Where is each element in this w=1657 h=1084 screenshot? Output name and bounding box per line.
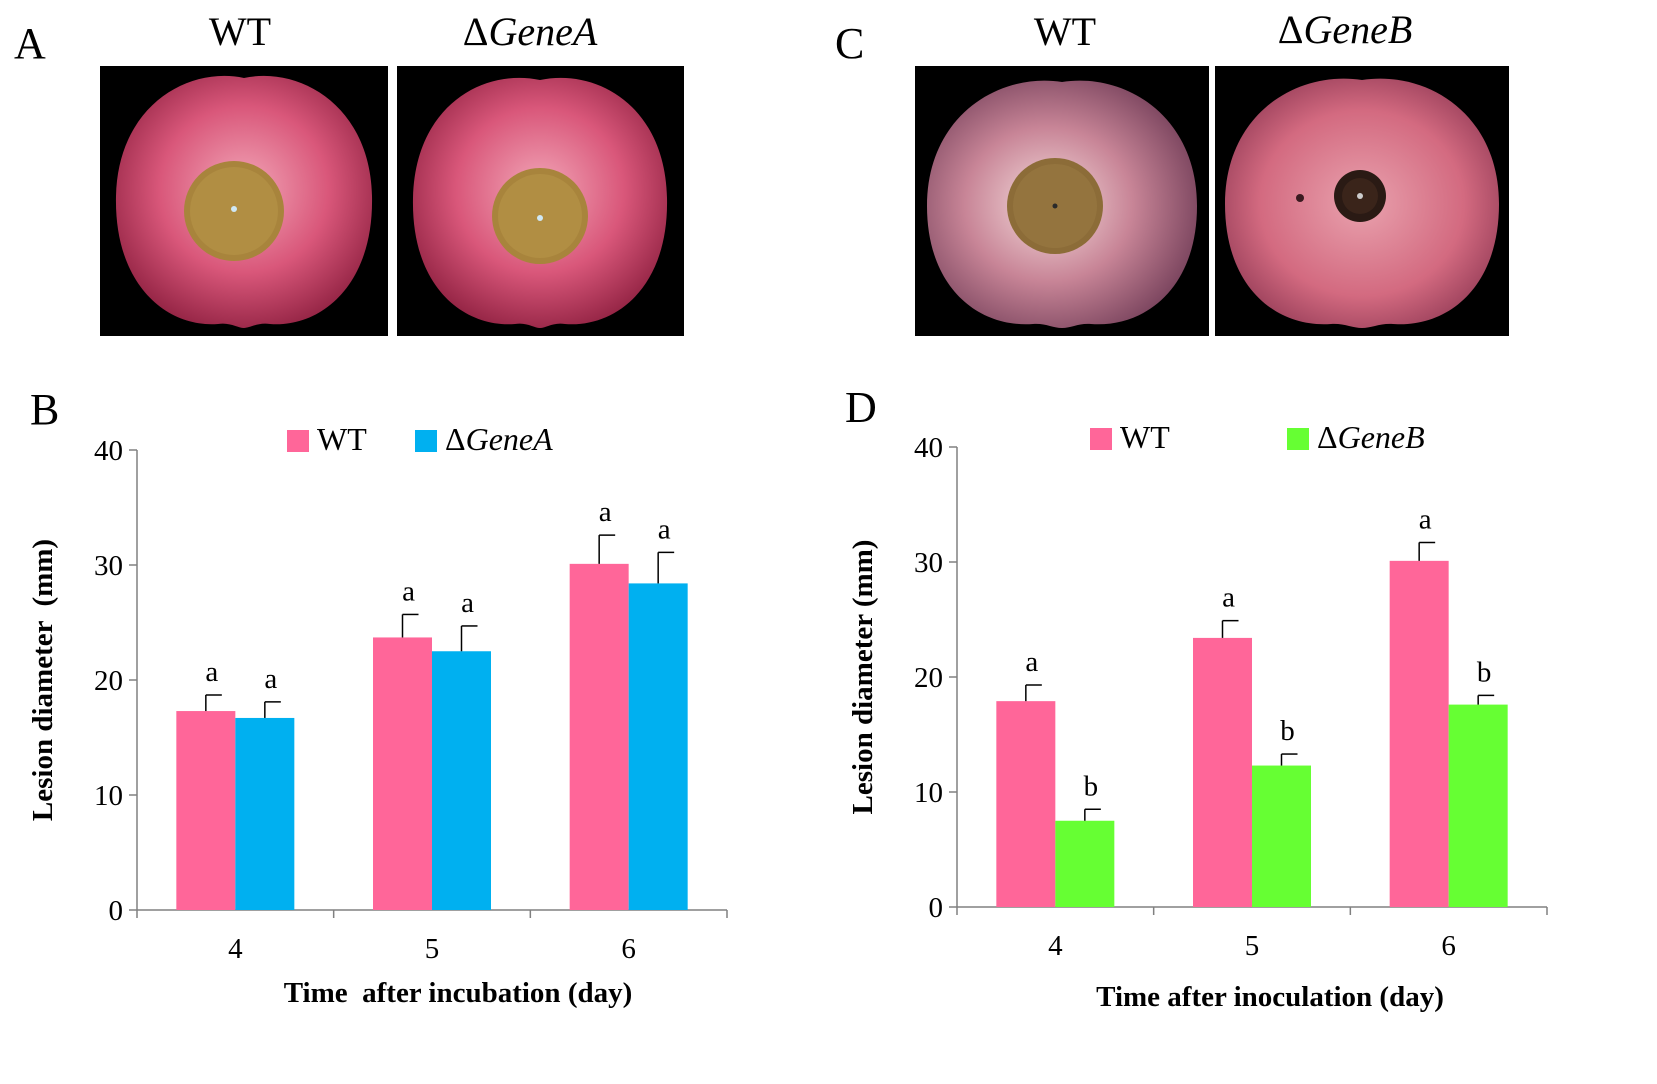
significance-label: a: [205, 656, 218, 688]
y-tick-label: 0: [929, 892, 944, 924]
significance-label: a: [599, 496, 612, 528]
significance-label: a: [1025, 646, 1038, 678]
bar: [373, 637, 432, 910]
panel-letter-c: C: [835, 19, 865, 68]
y-tick-label: 0: [109, 895, 124, 927]
x-axis-title: Time after incubation (day): [284, 977, 633, 1009]
panel-letter-a: A: [14, 19, 46, 68]
legend-swatch: [1090, 428, 1112, 450]
panel-c-title-mutant: ΔGeneB: [1277, 7, 1413, 52]
x-tick-label: 6: [621, 933, 636, 965]
y-tick-label: 40: [914, 432, 943, 464]
x-tick-label: 4: [228, 933, 243, 965]
apple-photo-c-mutant: [1215, 66, 1509, 336]
panel-c-title-wt: WT: [1033, 9, 1097, 54]
legend-label: ΔGeneA: [445, 421, 553, 457]
significance-label: b: [1280, 715, 1295, 747]
y-tick-label: 40: [94, 435, 123, 467]
apple-photo-c-wt: [915, 66, 1209, 336]
bar: [628, 583, 688, 910]
y-tick-label: 10: [94, 780, 123, 812]
apple-photo-a-mutant: [397, 66, 684, 336]
y-tick-label: 10: [914, 777, 943, 809]
legend-label: WT: [1120, 419, 1170, 455]
significance-label: b: [1477, 656, 1492, 688]
chart-d: 0 10 20 30 40 a a a b b b 4 5 6 Time after inoculation…: [820, 0, 1657, 1084]
y-tick-label: 20: [94, 665, 123, 697]
x-axis-title: Time after inoculation (day): [1096, 981, 1444, 1013]
panel-letter-b: B: [30, 385, 60, 434]
bar: [1252, 765, 1311, 907]
bar: [1448, 704, 1508, 907]
y-axis-title: Lesion diameter (mm): [27, 539, 59, 821]
x-tick-label: 5: [1245, 930, 1260, 962]
chart-b: 0 10 20 30 40 a a a a a a 4 5 6 Time after incubation …: [0, 0, 820, 1084]
bar: [176, 711, 236, 910]
bar: [996, 701, 1056, 907]
bar: [1193, 637, 1252, 907]
panel-letter-d: D: [845, 383, 877, 432]
significance-label: a: [402, 575, 415, 607]
legend-label: WT: [317, 421, 367, 457]
y-tick-label: 20: [914, 662, 943, 694]
significance-label: a: [264, 663, 277, 695]
legend-label: ΔGeneB: [1317, 419, 1425, 455]
bar: [432, 651, 491, 910]
significance-label: a: [461, 587, 474, 619]
legend-swatch: [287, 430, 309, 452]
bar: [1389, 560, 1449, 907]
legend-swatch: [415, 430, 437, 452]
significance-label: a: [658, 513, 671, 545]
y-tick-label: 30: [94, 550, 123, 582]
significance-label: a: [1419, 503, 1432, 535]
x-tick-label: 4: [1048, 930, 1063, 962]
bar: [1055, 820, 1115, 907]
panel-a-title-wt: WT: [208, 9, 272, 54]
x-tick-label: 6: [1441, 930, 1456, 962]
apple-photo-a-wt: [100, 66, 388, 336]
significance-label: a: [1222, 582, 1235, 614]
significance-label: b: [1084, 770, 1099, 802]
y-axis-title: Lesion diameter (mm): [847, 540, 879, 815]
legend-swatch: [1287, 428, 1309, 450]
x-tick-label: 5: [425, 933, 440, 965]
panel-a-title-mutant: ΔGeneA: [462, 9, 598, 54]
y-tick-label: 30: [914, 547, 943, 579]
bar: [569, 563, 629, 910]
bar: [235, 717, 295, 910]
